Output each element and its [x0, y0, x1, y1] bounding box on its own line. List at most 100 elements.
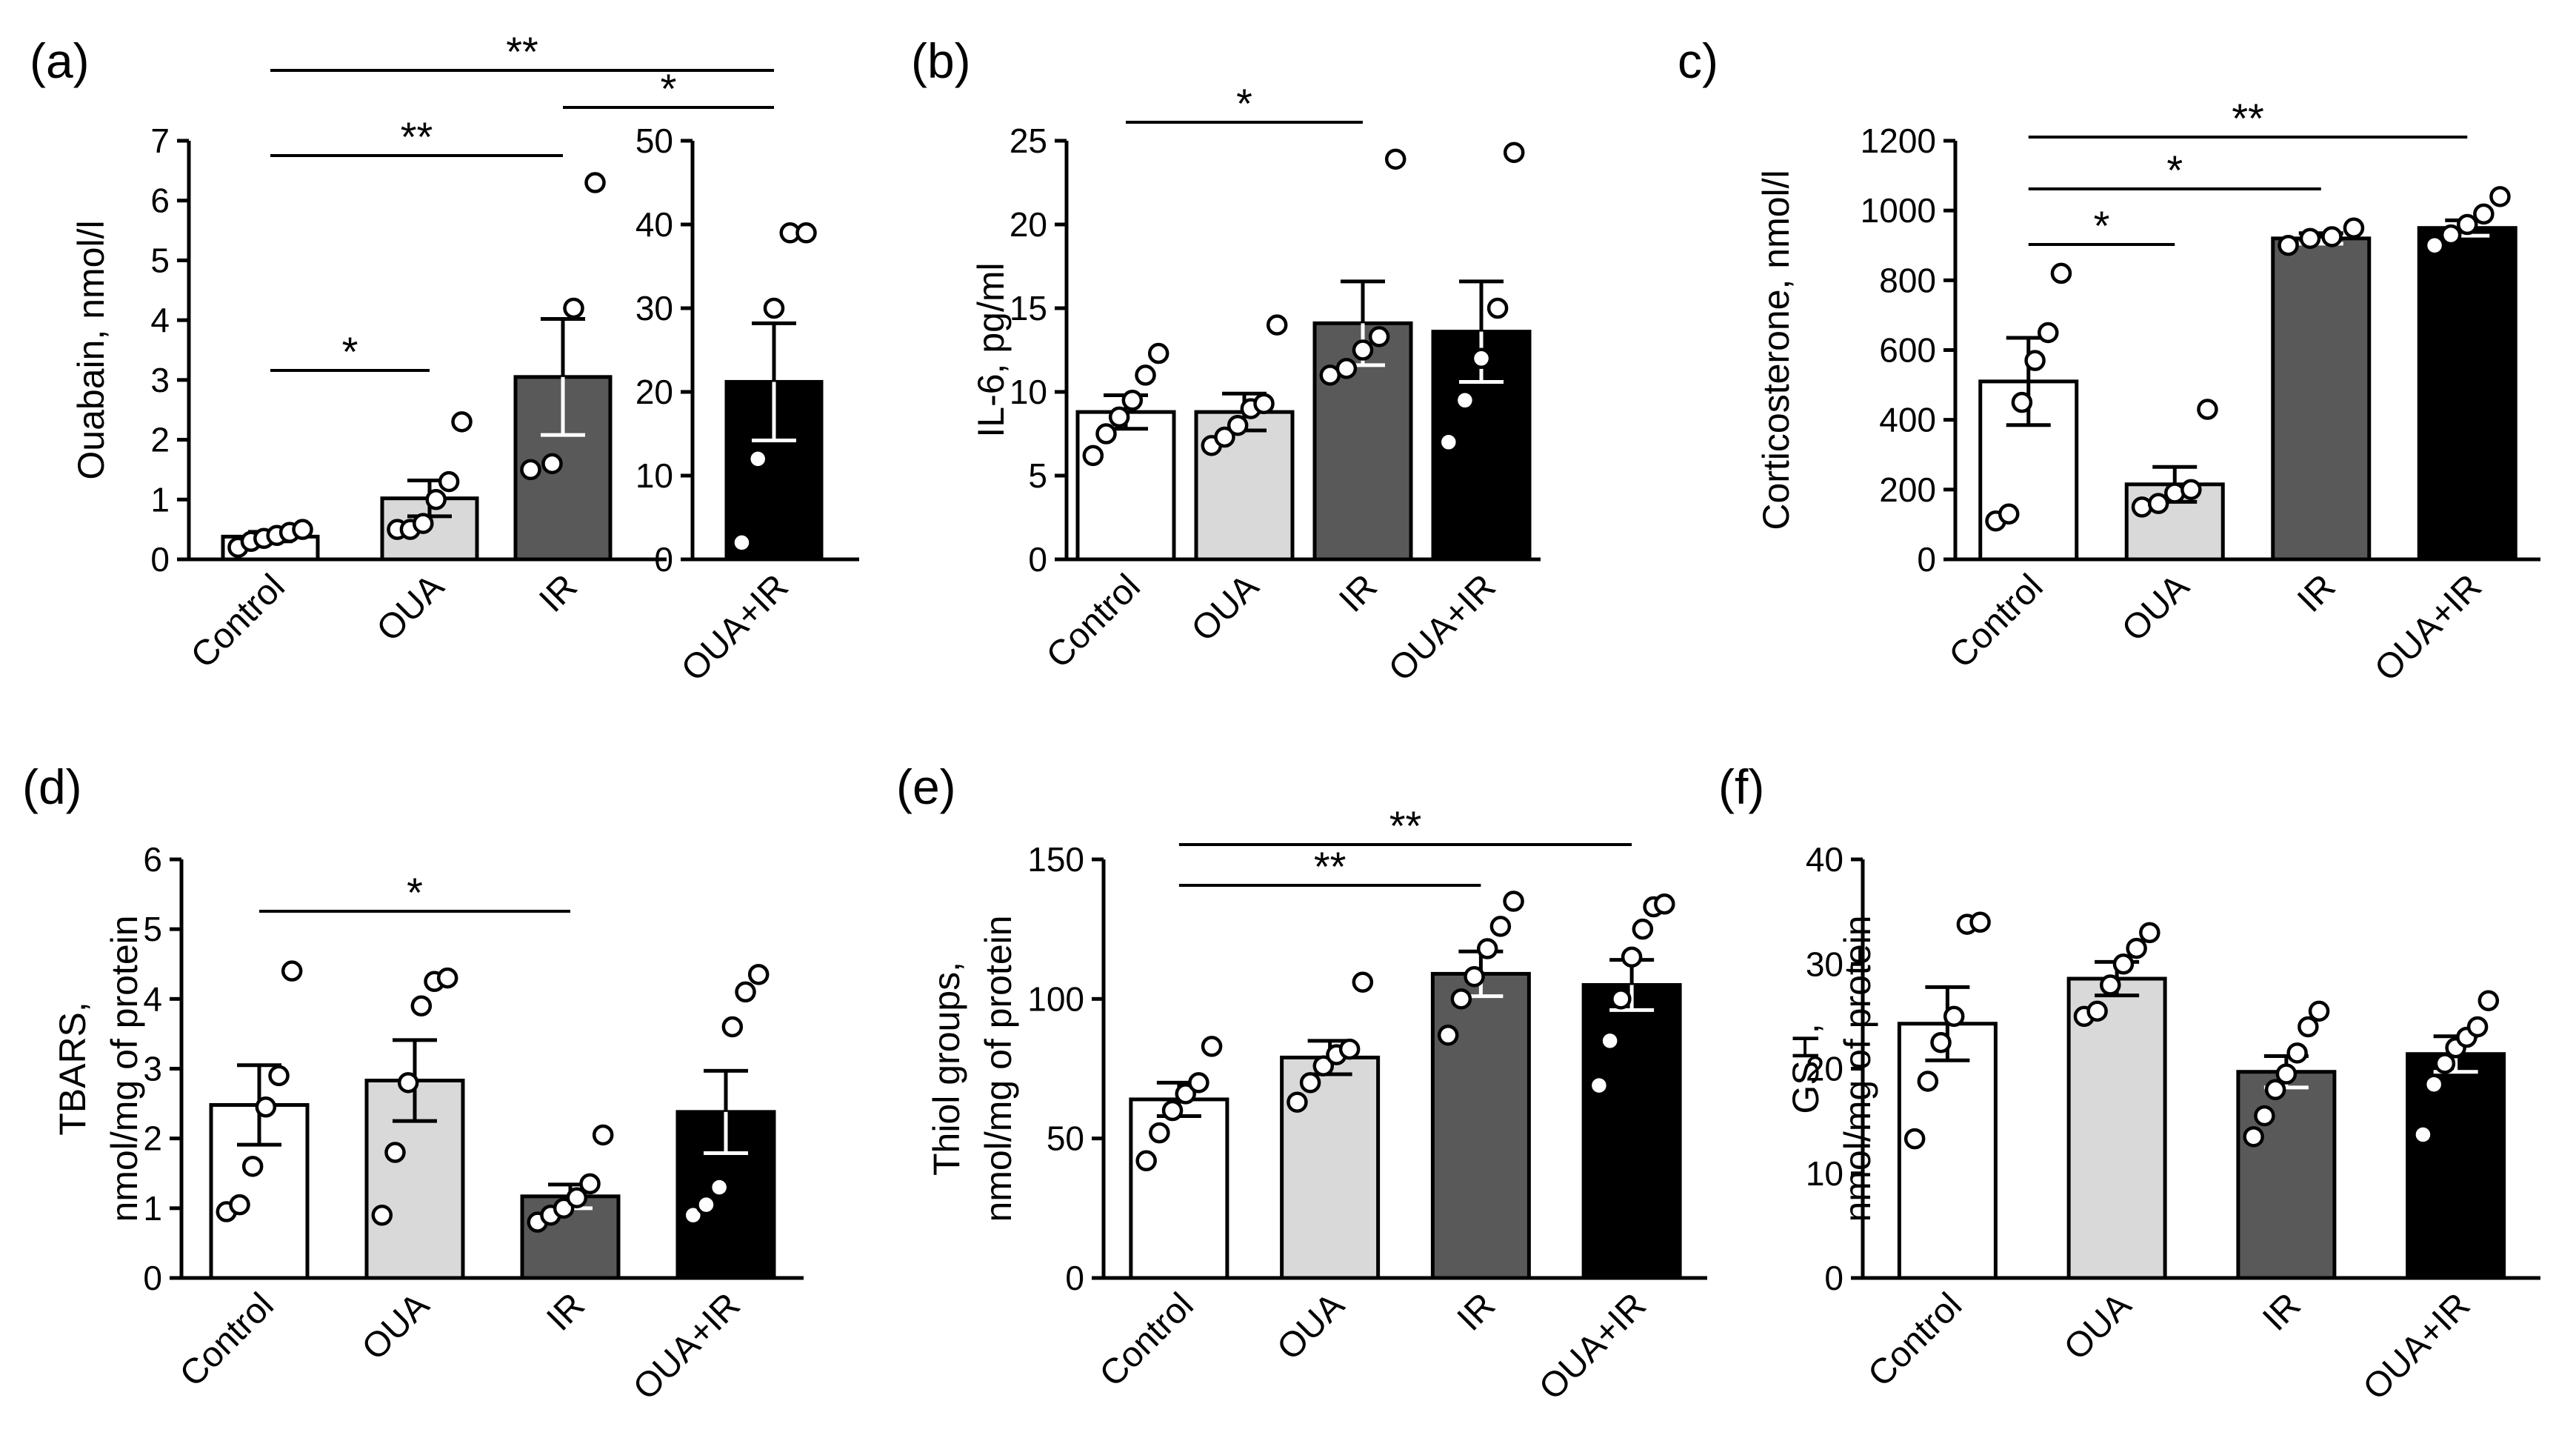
x-tick-label: IR [1332, 567, 1384, 619]
bar-1 [2124, 482, 2225, 562]
data-point [2278, 235, 2299, 256]
data-point [2254, 1105, 2275, 1127]
data-point [2139, 922, 2160, 944]
y-axis-label: Ouabain, nmol/l [70, 220, 112, 479]
y-tick-label: 5 [143, 910, 162, 948]
data-point [2086, 1000, 2108, 1022]
data-point [2343, 217, 2365, 239]
data-point [520, 459, 541, 481]
y-tick-label: 0 [1028, 540, 1047, 579]
x-tick-label: Control [1861, 1285, 1969, 1394]
y-tick-label: 0 [654, 540, 673, 579]
data-point [1588, 1074, 1610, 1096]
data-point [2264, 1079, 2286, 1100]
panel-label: (f) [1718, 759, 1764, 814]
y-tick-label: 4 [150, 301, 170, 339]
data-point [2024, 350, 2046, 371]
data-point [1352, 971, 1374, 993]
data-point [2477, 990, 2500, 1011]
x-tick-label: IR [539, 1285, 592, 1338]
x-tick-label: Control [1039, 567, 1148, 676]
y-tick-label: 100 [1027, 979, 1084, 1018]
y-tick-label: 0 [1824, 1259, 1843, 1297]
data-point [410, 995, 433, 1016]
data-point [1335, 358, 1358, 379]
data-point [763, 297, 785, 319]
x-tick-label: OUA+IR [674, 567, 796, 689]
y-tick-label: 25 [1010, 122, 1047, 160]
data-point [584, 172, 606, 193]
data-point [2180, 479, 2202, 501]
data-point [1287, 1091, 1308, 1113]
bar-1 [1280, 1055, 1381, 1280]
panel-label: (d) [22, 759, 82, 814]
data-point [2440, 224, 2462, 246]
data-point [2298, 1016, 2319, 1038]
data-point [1489, 916, 1512, 937]
data-point [566, 1187, 588, 1208]
data-point [1201, 1036, 1223, 1057]
data-point [397, 1072, 419, 1094]
data-point [1454, 390, 1476, 411]
x-tick-label: OUA [2115, 567, 2197, 649]
data-point [2308, 1000, 2330, 1022]
data-point [1135, 1150, 1157, 1172]
y-tick-label: 30 [635, 289, 673, 327]
y-tick-label: 7 [150, 122, 170, 160]
y-tick-label: 20 [1010, 205, 1047, 244]
bar-2 [2271, 236, 2372, 562]
data-point [2126, 937, 2147, 959]
data-point [735, 981, 756, 1003]
y-tick-label: 10 [635, 456, 673, 495]
data-point [1121, 390, 1144, 411]
data-point [1464, 965, 1485, 988]
y-tick-label: 20 [1806, 1050, 1843, 1088]
data-point [2457, 213, 2478, 236]
y-axis-label: IL-6, pg/ml [970, 262, 1012, 437]
significance-label: ** [506, 28, 538, 75]
data-point [579, 1173, 601, 1195]
significance-label: ** [1389, 802, 1422, 849]
data-point [2197, 399, 2218, 420]
data-point [1108, 406, 1130, 428]
data-point [2112, 953, 2135, 975]
bar-1 [1194, 410, 1295, 562]
data-point [731, 532, 753, 553]
data-point [2147, 493, 2169, 514]
bar-3 [1581, 983, 1682, 1280]
y-tick-label: 20 [635, 373, 673, 411]
panel-label: c) [1678, 33, 1718, 88]
x-tick-label: OUA+IR [626, 1285, 748, 1408]
y-tick-label: 2 [143, 1119, 162, 1158]
data-point [1266, 314, 1288, 336]
data-point [255, 1096, 277, 1118]
y-tick-label: 10 [1806, 1154, 1843, 1193]
data-point [1632, 918, 1654, 940]
data-point [1368, 326, 1390, 347]
y-tick-label: 150 [1027, 840, 1084, 879]
data-point [795, 222, 817, 244]
data-point [425, 489, 447, 510]
significance-label: ** [401, 113, 433, 160]
significance-label: * [342, 328, 358, 375]
y-tick-label: 0 [150, 540, 170, 579]
y-axis-label: nmol/mg of protein [104, 915, 145, 1222]
data-point [1095, 423, 1117, 445]
bar-2 [1430, 971, 1531, 1280]
y-axis-label: Thiol groups, [926, 962, 967, 1176]
data-point [2473, 203, 2495, 225]
y-tick-label: 40 [1806, 840, 1843, 879]
data-point [371, 1205, 393, 1226]
data-point [1149, 1122, 1170, 1144]
y-tick-label: 200 [1879, 470, 1936, 509]
data-point [241, 1156, 264, 1177]
data-point [1903, 1128, 1926, 1150]
data-point [413, 513, 434, 534]
data-point [436, 967, 458, 989]
y-tick-label: 1 [150, 480, 170, 519]
data-point [1175, 1083, 1196, 1105]
significance-label: ** [1314, 843, 1347, 890]
x-tick-label: Control [184, 567, 293, 676]
x-tick-label: Control [173, 1285, 281, 1394]
